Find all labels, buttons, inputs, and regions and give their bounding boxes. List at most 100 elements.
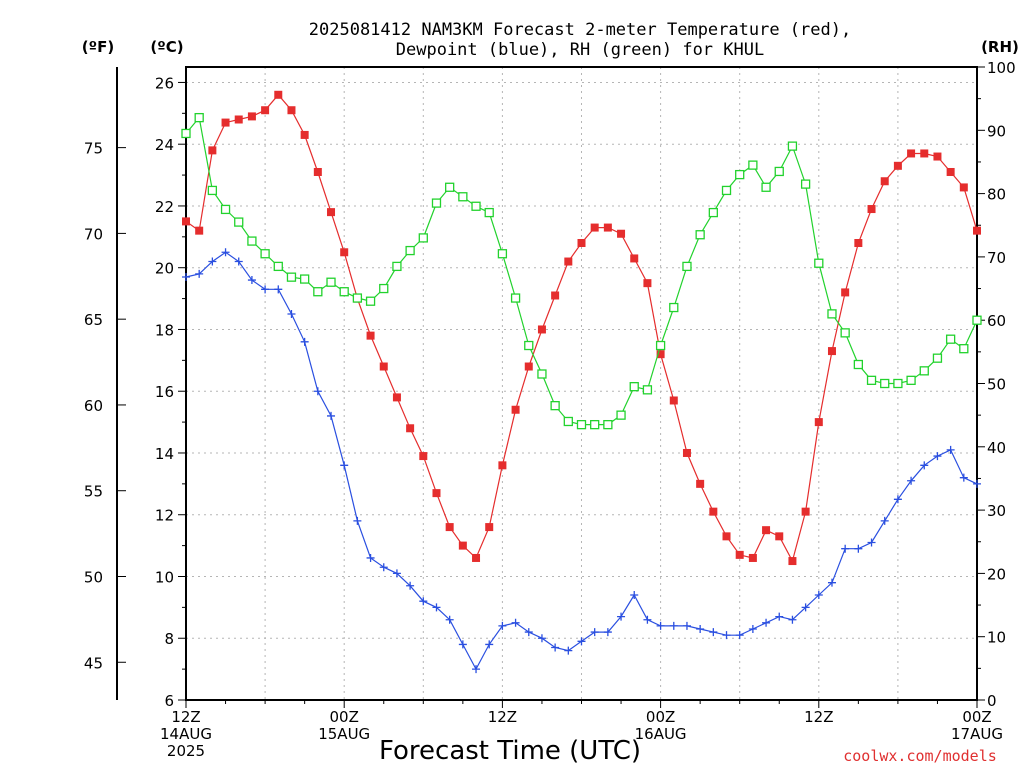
fahrenheit-tick-label: 55	[84, 483, 103, 501]
2-meter-temperature-point	[498, 461, 507, 470]
rh-point	[418, 233, 428, 243]
2-meter-temperature-point	[379, 362, 388, 371]
rh-point	[774, 166, 784, 177]
2-meter-temperature-point	[682, 448, 691, 457]
x-tick-label: 15AUG	[318, 725, 370, 743]
celsius-tick-label: 14	[155, 445, 174, 463]
rh-point	[787, 141, 798, 151]
2-meter-temperature-point	[313, 167, 322, 176]
2-meter-temperature-point	[946, 167, 955, 176]
dewpoint-point	[867, 538, 876, 547]
x-tick-label: 12Z	[171, 708, 200, 726]
fahrenheit-tick-label: 60	[84, 397, 103, 415]
rh-point	[458, 192, 468, 202]
rh-point	[194, 112, 204, 123]
rh-point	[906, 375, 916, 385]
rh-point	[682, 261, 692, 272]
dewpoint-point	[234, 257, 243, 266]
dewpoint-point	[959, 473, 968, 482]
x-tick-label: 2025	[167, 742, 205, 760]
fahrenheit-tick-label: 70	[84, 225, 103, 243]
rh-point	[273, 261, 283, 272]
celsius-tick-label: 12	[155, 507, 174, 525]
rh-point	[866, 375, 877, 385]
rh-point	[497, 249, 508, 259]
2-meter-temperature-point	[801, 507, 810, 516]
rh-point	[735, 169, 745, 180]
rh-point	[959, 344, 969, 354]
rh-point	[669, 302, 679, 313]
2-meter-temperature-point	[472, 553, 481, 562]
rh-point	[932, 353, 943, 363]
dewpoint-point	[261, 285, 270, 294]
rh-point	[919, 366, 929, 376]
rh-point	[484, 207, 494, 218]
2-meter-temperature-point	[920, 149, 929, 158]
2-meter-temperature-point	[327, 208, 336, 217]
2-meter-temperature-point	[603, 223, 612, 232]
2-meter-temperature-point	[656, 350, 665, 359]
rh-point	[576, 419, 587, 430]
2-meter-temperature-point	[445, 523, 454, 532]
celsius-tick-label: 26	[155, 74, 174, 92]
2-meter-temperature-point	[735, 550, 744, 559]
dewpoint-point	[577, 637, 586, 646]
rh-point	[181, 128, 191, 139]
rh-unit-label: (RH)	[981, 38, 1019, 56]
dewpoint-point	[907, 476, 916, 485]
rh-point	[339, 287, 349, 297]
celsius-unit-label: (ºC)	[150, 38, 183, 56]
dewpoint-point	[669, 621, 678, 630]
2-meter-temperature-point	[564, 257, 573, 266]
dewpoint-point	[419, 597, 428, 606]
dewpoint-point	[603, 628, 612, 637]
2-meter-temperature-point	[669, 396, 678, 405]
rh-tick-label: 60	[987, 312, 1006, 330]
rh-point	[563, 416, 573, 427]
dewpoint-point	[722, 631, 731, 640]
dewpoint-point	[973, 479, 981, 488]
rh-point	[708, 207, 718, 218]
dewpoint-point	[472, 665, 481, 674]
2-meter-temperature-point	[392, 393, 401, 402]
rh-point	[510, 293, 521, 303]
rh-point	[590, 419, 600, 430]
dewpoint-point	[564, 646, 573, 655]
rh-point	[748, 160, 758, 170]
rh-point	[247, 236, 257, 246]
rh-point	[893, 378, 903, 389]
rh-point	[761, 182, 771, 192]
2-meter-temperature-point	[274, 90, 283, 99]
x-axis-label: Forecast Time (UTC)	[379, 736, 641, 766]
celsius-tick-label: 22	[155, 198, 174, 216]
dewpoint-point	[827, 578, 836, 587]
celsius-tick-label: 6	[164, 692, 174, 710]
2-meter-temperature-point	[709, 507, 718, 516]
rh-point	[405, 245, 415, 256]
rh-point	[537, 369, 547, 379]
rh-point	[655, 340, 666, 351]
dewpoint-point	[511, 618, 520, 627]
2-meter-temperature-point	[973, 226, 981, 235]
2-meter-temperature-point	[841, 288, 850, 297]
dewpoint-point	[709, 628, 718, 637]
rh-tick-label: 90	[987, 122, 1006, 140]
chart-title: 2025081412 NAM3KM Forecast 2-meter Tempe…	[309, 20, 851, 60]
rh-point	[550, 401, 560, 411]
rh-tick-label: 80	[987, 186, 1006, 204]
2-meter-temperature-point	[788, 557, 797, 566]
2-meter-temperature-point	[366, 331, 375, 340]
celsius-tick-label: 18	[155, 321, 174, 339]
2-meter-temperature-point	[458, 541, 467, 550]
rh-point	[365, 296, 376, 306]
rh-point	[603, 419, 613, 430]
2-meter-temperature-point	[762, 526, 771, 535]
x-tick-label: 17AUG	[951, 725, 1003, 743]
rh-tick-label: 10	[987, 629, 1006, 647]
dewpoint-point	[221, 248, 230, 257]
dewpoint-point	[590, 628, 599, 637]
dewpoint-point	[274, 285, 283, 294]
2-meter-temperature-point	[775, 532, 784, 541]
rh-tick-label: 70	[987, 249, 1006, 267]
dewpoint-point	[392, 569, 401, 578]
